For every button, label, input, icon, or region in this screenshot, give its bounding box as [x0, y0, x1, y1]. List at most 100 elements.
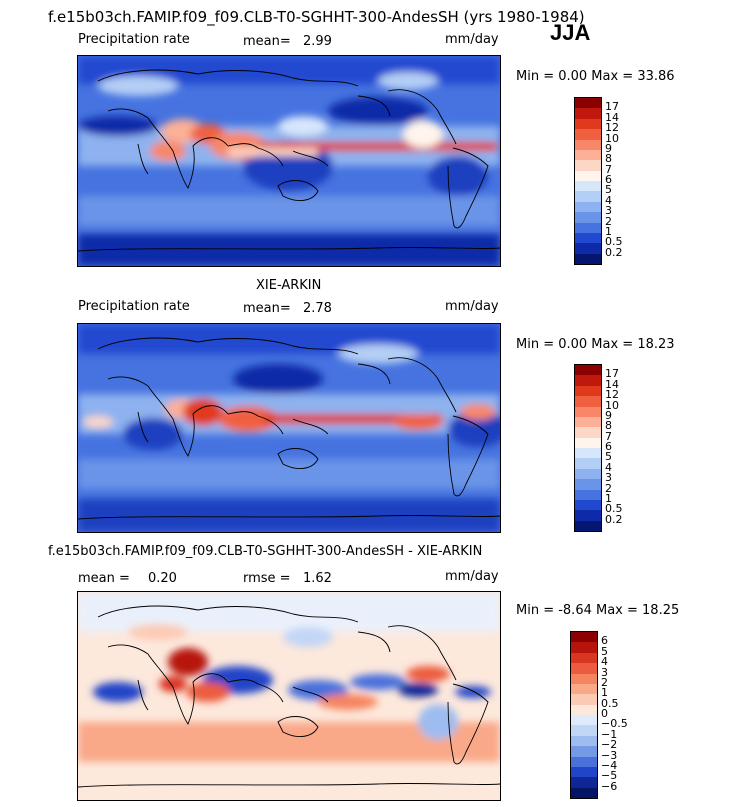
colorbar-tick-label: 0.2 — [605, 512, 623, 526]
colorbar-swatch — [571, 756, 597, 767]
panel2-mean-value: 2.78 — [303, 301, 332, 316]
colorbar-swatch — [575, 458, 601, 469]
colorbar-tick-label: 0 — [601, 707, 608, 720]
panel3-coastlines — [78, 605, 500, 788]
colorbar-tick-label: 7 — [605, 162, 612, 176]
colorbar-tick-label: 9 — [605, 408, 612, 422]
colorbar-swatch — [575, 375, 601, 386]
panel3-units: mm/day — [445, 569, 499, 584]
colorbar-swatch — [571, 787, 597, 798]
colorbar-tick-label: 4 — [601, 655, 608, 669]
colorbar-tick-label: −5 — [601, 769, 618, 783]
panel1-map — [77, 55, 501, 267]
colorbar-swatch — [571, 777, 597, 788]
colorbar-swatch — [575, 108, 601, 119]
colorbar-tick-label: 6 — [605, 173, 612, 186]
colorbar-tick-label: −2 — [601, 738, 618, 752]
panel3-mean-label: mean = — [78, 571, 130, 586]
colorbar-tick-label: −6 — [601, 779, 618, 793]
colorbar-tick-label: −0.5 — [601, 717, 628, 731]
colorbar-tick-label: 4 — [605, 460, 612, 474]
colorbar-tick-label: 8 — [605, 152, 612, 166]
colorbar-swatch — [575, 201, 601, 213]
season-label: JJA — [550, 20, 591, 45]
colorbar-swatch — [575, 253, 601, 264]
colorbar-tick-label: 2 — [601, 675, 608, 689]
colorbar-swatch — [575, 139, 601, 150]
colorbar-tick-label: 3 — [605, 471, 612, 485]
colorbar-swatch — [575, 396, 601, 407]
colorbar-swatch — [575, 510, 601, 521]
colorbar-tick-label: 0.5 — [605, 235, 623, 249]
colorbar-tick-label: 1 — [605, 491, 612, 505]
panel2-colorbar — [574, 364, 602, 532]
colorbar-tick-label: −3 — [601, 748, 618, 762]
colorbar-swatch — [575, 499, 601, 511]
colorbar-swatch — [575, 520, 601, 531]
colorbar-swatch — [575, 191, 601, 202]
colorbar-tick-label: 12 — [605, 388, 619, 402]
panel2-minmax: Min = 0.00 Max = 18.23 — [516, 337, 675, 352]
colorbar-swatch — [575, 489, 601, 500]
panel3-heading: f.e15b03ch.FAMIP.f09_f09.CLB-T0-SGHHT-30… — [48, 544, 483, 559]
panel2-mean-label: mean= — [243, 301, 291, 316]
panel1-variable-label: Precipitation rate — [78, 32, 190, 47]
panel1-mean-value: 2.99 — [303, 34, 332, 49]
colorbar-swatch — [575, 437, 601, 448]
panel3-rmse-value: 1.62 — [303, 571, 332, 586]
colorbar-swatch — [571, 694, 597, 705]
colorbar-tick-label: 5 — [605, 183, 612, 197]
colorbar-swatch — [575, 98, 601, 109]
colorbar-swatch — [575, 448, 601, 459]
colorbar-tick-label: 0.5 — [601, 696, 619, 710]
colorbar-swatch — [575, 129, 601, 140]
colorbar-swatch — [571, 735, 597, 747]
colorbar-tick-label: 3 — [601, 665, 608, 679]
panel2-variable-label: Precipitation rate — [78, 299, 190, 314]
colorbar-tick-label: −4 — [601, 758, 618, 772]
panel2-heading: XIE-ARKIN — [256, 278, 322, 293]
colorbar-swatch — [571, 632, 597, 643]
colorbar-swatch — [575, 427, 601, 438]
colorbar-swatch — [575, 232, 601, 244]
colorbar-swatch — [571, 663, 597, 674]
panel1-units: mm/day — [445, 32, 499, 47]
colorbar-tick-label: 2 — [605, 214, 612, 228]
colorbar-tick-label: 5 — [601, 644, 608, 658]
colorbar-tick-label: 9 — [605, 141, 612, 155]
colorbar-swatch — [575, 385, 601, 397]
colorbar-tick-label: 5 — [605, 450, 612, 464]
colorbar-tick-label: 17 — [605, 100, 619, 114]
colorbar-swatch — [575, 212, 601, 223]
figure-title: f.e15b03ch.FAMIP.f09_f09.CLB-T0-SGHHT-30… — [48, 8, 585, 26]
colorbar-tick-label: 2 — [605, 481, 612, 495]
colorbar-tick-label: 1 — [605, 224, 612, 238]
colorbar-tick-label: 8 — [605, 419, 612, 433]
panel1-mean-label: mean= — [243, 34, 291, 49]
panel3-map — [77, 591, 501, 801]
colorbar-swatch — [571, 673, 597, 684]
panel3-map-graphic — [78, 592, 500, 800]
panel2-map-graphic — [78, 324, 500, 532]
colorbar-swatch — [575, 365, 601, 376]
colorbar-tick-label: 3 — [605, 204, 612, 218]
colorbar-tick-label: 17 — [605, 367, 619, 381]
colorbar-tick-label: −1 — [601, 727, 618, 741]
colorbar-swatch — [575, 118, 601, 130]
colorbar-swatch — [575, 406, 601, 417]
panel3-mean-value: 0.20 — [148, 571, 177, 586]
colorbar-tick-label: 6 — [605, 440, 612, 453]
panel1-map-graphic — [78, 56, 500, 266]
colorbar-swatch — [575, 243, 601, 254]
panel2-coastlines — [78, 337, 500, 520]
panel2-map — [77, 323, 501, 533]
panel2-units: mm/day — [445, 299, 499, 314]
colorbar-tick-label: 6 — [601, 634, 608, 648]
colorbar-tick-label: 4 — [605, 193, 612, 207]
panel1-minmax: Min = 0.00 Max = 33.86 — [516, 69, 675, 84]
colorbar-tick-label: 1 — [601, 686, 608, 700]
colorbar-swatch — [575, 416, 601, 428]
colorbar-swatch — [575, 479, 601, 490]
panel1-coastlines — [78, 69, 500, 252]
